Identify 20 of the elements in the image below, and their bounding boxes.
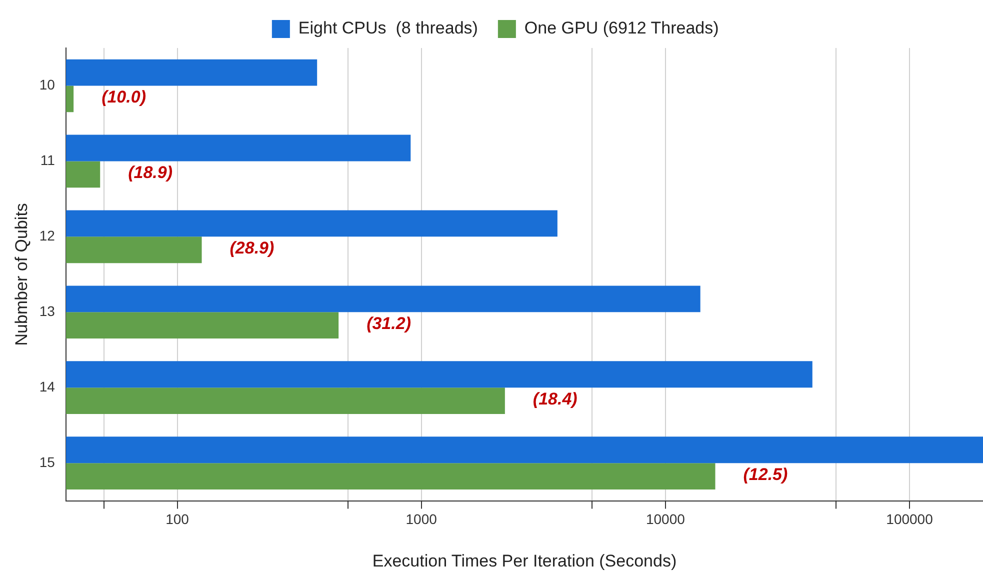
x-tick-label: 100000	[886, 511, 934, 528]
y-axis-title: Nubmber of Qubits	[12, 203, 31, 346]
legend-label: One GPU (6912 Threads)	[524, 18, 719, 38]
annotation: (10.0)	[102, 87, 146, 106]
annotation: (31.2)	[366, 314, 412, 333]
annotation: (18.9)	[128, 162, 173, 182]
x-tick-label: 10000	[646, 511, 686, 528]
y-tick-label: 14	[39, 378, 56, 394]
annotation: (12.5)	[743, 464, 788, 484]
y-tick-label: 10	[39, 76, 56, 93]
annotation: (28.9)	[230, 238, 275, 258]
legend-label: Eight CPUs (8 threads)	[298, 18, 478, 38]
y-tick-label: 13	[39, 302, 56, 319]
y-tick-label: 12	[39, 228, 56, 244]
x-tick-label: 1000	[406, 511, 438, 528]
y-tick-label: 15	[39, 454, 56, 470]
x-tick-label: 100	[166, 511, 190, 528]
y-tick-label: 11	[40, 152, 56, 168]
x-axis-title: Execution Times Per Iteration (Seconds)	[372, 551, 677, 570]
annotation: (18.4)	[532, 389, 578, 408]
